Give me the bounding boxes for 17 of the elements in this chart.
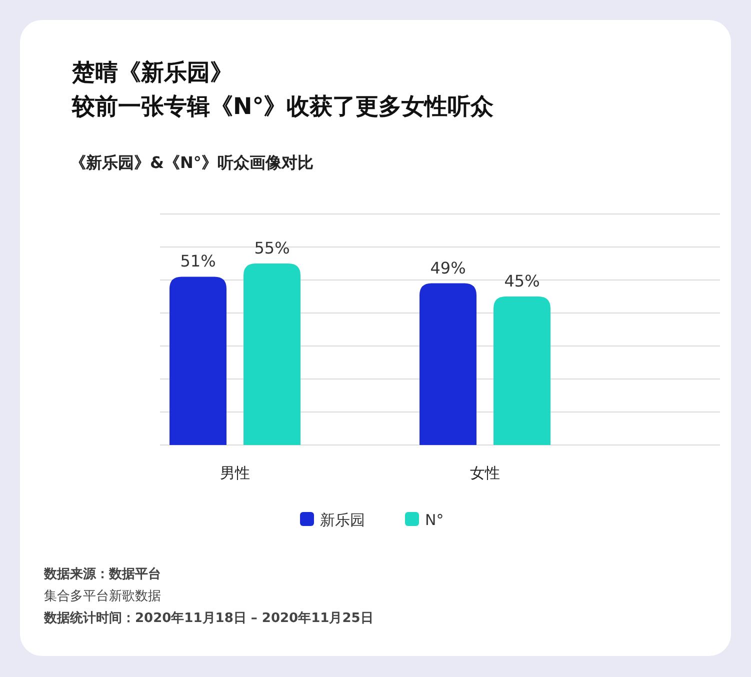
data-label: 45% (504, 272, 540, 290)
text: 数据统计时间：2020年11月18日 – 2020年11月25日 (43, 610, 374, 626)
legend-label: 新乐园 (320, 511, 365, 529)
bar (420, 283, 476, 445)
legend-label: N° (425, 511, 444, 529)
x-tick-label: 女性 (470, 464, 500, 482)
bar (494, 296, 550, 445)
data-label: 49% (430, 258, 466, 278)
chart-title: 楚晴《新乐园》较前一张专辑《N°》收获了更多女性听众 (71, 59, 495, 120)
chart-subtitle: 《新乐园》&《N°》听众画像对比 (70, 153, 314, 172)
data-label: 51% (180, 252, 216, 271)
bar (244, 264, 300, 445)
data-label: 55% (254, 238, 290, 258)
text: 集合多平台新歌数据 (44, 589, 161, 604)
bar (170, 276, 226, 445)
source-note: 数据来源：数据平台 (43, 566, 161, 582)
x-tick-label: 男性 (220, 464, 250, 482)
